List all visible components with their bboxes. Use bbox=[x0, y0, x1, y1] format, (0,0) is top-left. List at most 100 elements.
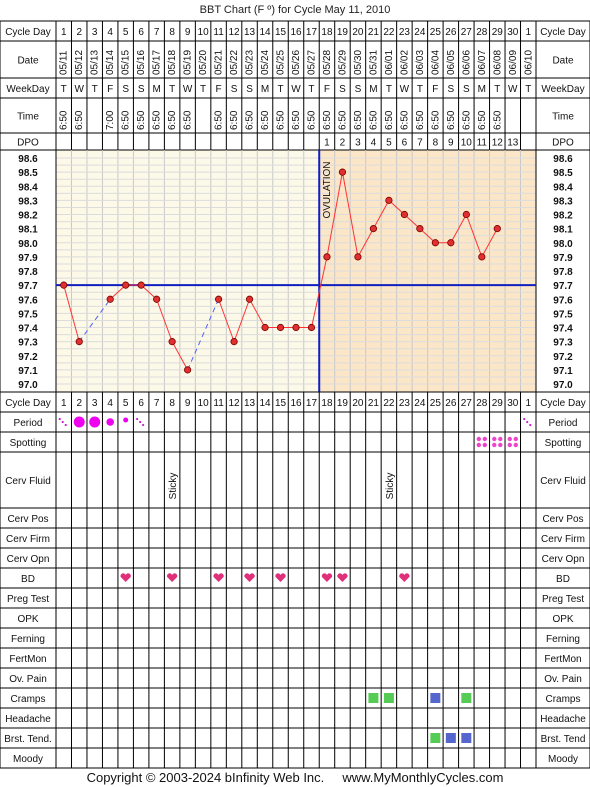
bd-heart-icon bbox=[244, 573, 255, 582]
weekday-cell: W bbox=[183, 84, 193, 95]
observation-label: Preg Test bbox=[7, 594, 49, 605]
cycle_day-cell: 1 bbox=[61, 27, 67, 38]
date-cell: 05/20 bbox=[198, 50, 209, 75]
observation-label-right: Cerv Fluid bbox=[540, 476, 586, 487]
date-cell: 05/19 bbox=[183, 50, 194, 75]
time-cell: 6:50 bbox=[322, 110, 333, 130]
period-light-dot bbox=[64, 423, 67, 427]
date-cell: 05/17 bbox=[152, 50, 163, 75]
period-small-mark bbox=[123, 417, 129, 423]
period-light-dot bbox=[526, 420, 529, 424]
dpo-cell: 8 bbox=[433, 138, 439, 149]
date-cell: 06/09 bbox=[508, 50, 519, 75]
symptom-green-square bbox=[368, 693, 379, 703]
observation-label: Cerv Opn bbox=[7, 554, 50, 565]
y-tick-label-right: 98.3 bbox=[553, 196, 573, 207]
row-label-right-cycle_day: Cycle Day bbox=[540, 27, 586, 38]
dpo-cell: 11 bbox=[477, 138, 488, 149]
time-cell: 6:50 bbox=[337, 110, 348, 130]
time-cell: 6:50 bbox=[399, 110, 410, 130]
y-tick-label-right: 98.6 bbox=[553, 154, 573, 165]
observation-label: Ov. Pain bbox=[9, 674, 47, 685]
cycle_day-cell: 26 bbox=[445, 27, 457, 38]
symptom-blue-square bbox=[461, 733, 472, 743]
weekday-cell: S bbox=[355, 84, 362, 95]
y-tick-label: 97.7 bbox=[18, 281, 38, 292]
y-tick-label-right: 97.4 bbox=[553, 324, 573, 335]
date-cell: 05/11 bbox=[59, 50, 70, 75]
time-cell: 6:50 bbox=[183, 110, 194, 130]
weekday-cell: S bbox=[339, 84, 346, 95]
temp-point bbox=[276, 323, 285, 332]
temp-point bbox=[478, 253, 486, 261]
row-label-right-dpo: DPO bbox=[552, 138, 574, 149]
time-cell: 6:50 bbox=[136, 110, 147, 130]
row-label-cycle_day: Cycle Day bbox=[5, 27, 51, 38]
cycle-day-bottom-cell: 2 bbox=[76, 398, 82, 409]
y-tick-label: 97.0 bbox=[18, 380, 38, 391]
time-cell: 6:50 bbox=[59, 110, 70, 130]
spotting-dot bbox=[476, 442, 482, 448]
y-tick-label: 97.3 bbox=[18, 338, 38, 349]
row-dpo bbox=[0, 132, 590, 151]
dpo-cell: 1 bbox=[324, 138, 330, 149]
footer-copyright: Copyright © 2003-2024 bInfinity Web Inc.… bbox=[87, 770, 504, 785]
y-tick-label-right: 97.0 bbox=[553, 380, 573, 391]
observation-label: Brst. Tend. bbox=[4, 734, 52, 745]
spotting-dot bbox=[513, 436, 518, 442]
weekday-cell: T bbox=[417, 84, 423, 95]
y-tick-label-right: 97.2 bbox=[553, 352, 573, 363]
chart-title: BBT Chart (F º) for Cycle May 11, 2010 bbox=[200, 4, 391, 16]
bd-heart-icon bbox=[120, 573, 131, 582]
dpo-cell: 10 bbox=[461, 138, 473, 149]
weekday-cell: W bbox=[74, 84, 84, 95]
y-tick-label: 97.2 bbox=[18, 352, 38, 363]
temp-line bbox=[481, 228, 498, 258]
weekday-cell: T bbox=[61, 84, 67, 95]
temp-point bbox=[137, 281, 145, 289]
temp-line bbox=[63, 284, 80, 342]
cycle-day-bottom-cell: 6 bbox=[138, 398, 144, 409]
date-cell: 06/01 bbox=[384, 50, 395, 75]
date-cell: 05/29 bbox=[337, 50, 348, 75]
y-tick-label: 98.1 bbox=[18, 225, 38, 236]
observation-row bbox=[0, 747, 590, 769]
temp-line bbox=[156, 299, 173, 342]
cycle_day-cell: 7 bbox=[154, 27, 160, 38]
bd-heart-icon bbox=[166, 573, 178, 582]
period-light-dot bbox=[139, 420, 142, 424]
y-tick-label: 97.9 bbox=[18, 253, 38, 264]
date-cell: 05/26 bbox=[291, 50, 302, 75]
cycle_day-cell: 8 bbox=[169, 27, 175, 38]
observation-label-right: Ov. Pain bbox=[544, 674, 582, 685]
y-tick-label-right: 98.5 bbox=[553, 168, 573, 179]
temp-line bbox=[465, 214, 483, 258]
y-tick-label: 98.6 bbox=[18, 154, 38, 165]
weekday-cell: S bbox=[246, 84, 253, 95]
cycle_day-cell: 2 bbox=[76, 27, 82, 38]
y-tick-label-right: 98.0 bbox=[553, 239, 573, 250]
cycle_day-cell: 19 bbox=[337, 27, 349, 38]
observation-label: Headache bbox=[5, 714, 51, 725]
dpo-cell: 12 bbox=[492, 138, 504, 149]
row-label-time: Time bbox=[17, 112, 39, 123]
temp-point bbox=[307, 323, 316, 332]
temp-point bbox=[292, 323, 300, 332]
date-cell: 05/24 bbox=[260, 50, 271, 75]
time-cell: 6:50 bbox=[477, 110, 488, 130]
bd-heart-icon bbox=[213, 573, 224, 582]
dpo-cell: 4 bbox=[371, 138, 377, 149]
cycle-day-bottom-cell: 27 bbox=[461, 398, 473, 409]
cycle-day-bottom-cell: 16 bbox=[290, 398, 302, 409]
temp-point bbox=[75, 338, 83, 346]
observation-row bbox=[0, 411, 590, 433]
date-cell: 06/02 bbox=[399, 50, 410, 75]
date-cell: 05/15 bbox=[121, 50, 132, 75]
cycle_day-cell: 28 bbox=[476, 27, 488, 38]
observation-row bbox=[0, 451, 590, 509]
observation-label-right: BD bbox=[556, 574, 570, 585]
cycle_day-cell: 17 bbox=[306, 27, 318, 38]
temp-point bbox=[416, 225, 424, 233]
temp-point bbox=[323, 253, 331, 261]
y-tick-label: 98.2 bbox=[18, 211, 38, 222]
